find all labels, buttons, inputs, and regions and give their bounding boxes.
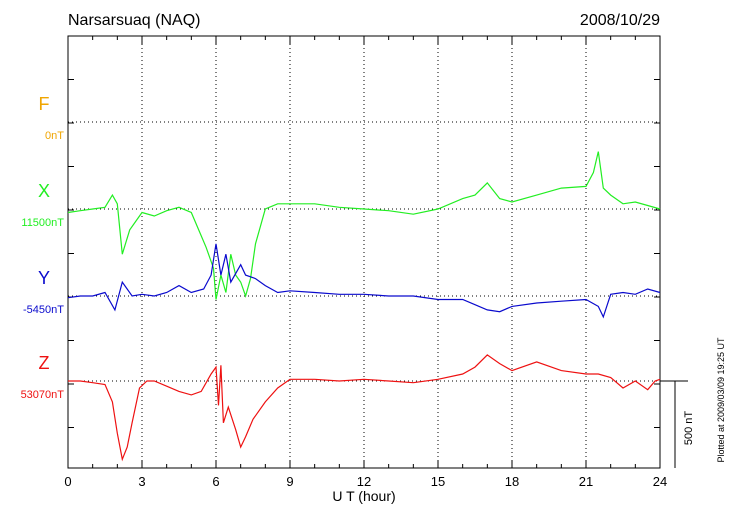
series-line-x [67, 151, 661, 300]
series-layer [67, 151, 661, 462]
x-tick-label: 12 [357, 474, 371, 489]
series-name-x: X [38, 181, 50, 201]
series-baseline-f: 0nT [45, 130, 64, 142]
series-name-y: Y [38, 268, 50, 288]
series-name-z: Z [39, 353, 50, 373]
grid-lines [68, 36, 660, 468]
series-line-y [67, 243, 661, 319]
series-baseline-z: 53070nT [21, 389, 65, 401]
chart-date: 2008/10/29 [580, 12, 660, 29]
series-labels: F 0nT X 11500nT Y -5450nT Z 53070nT [21, 94, 65, 401]
x-tick-label: 24 [653, 474, 667, 489]
x-tick-labels: 0 3 6 9 12 15 18 21 24 [64, 474, 667, 489]
x-tick-label: 0 [64, 474, 71, 489]
x-tick-label: 18 [505, 474, 519, 489]
series-baseline-x: 11500nT [21, 217, 64, 229]
scale-bar: 500 nT [660, 380, 695, 468]
x-tick-label: 15 [431, 474, 445, 489]
x-axis-label: U T (hour) [332, 488, 395, 504]
series-baseline-y: -5450nT [23, 304, 64, 316]
series-name-f: F [39, 94, 50, 114]
x-tick-label: 3 [138, 474, 145, 489]
x-tick-label: 9 [286, 474, 293, 489]
x-tick-label: 21 [579, 474, 593, 489]
chart-title: Narsarsuaq (NAQ) [68, 12, 200, 29]
x-tick-label: 6 [212, 474, 219, 489]
series-line-z [68, 354, 661, 462]
scale-bar-label: 500 nT [683, 411, 695, 446]
axis-ticks [67, 35, 661, 468]
plotted-note: Plotted at 2009/03/09 19:25 UT [716, 337, 726, 463]
